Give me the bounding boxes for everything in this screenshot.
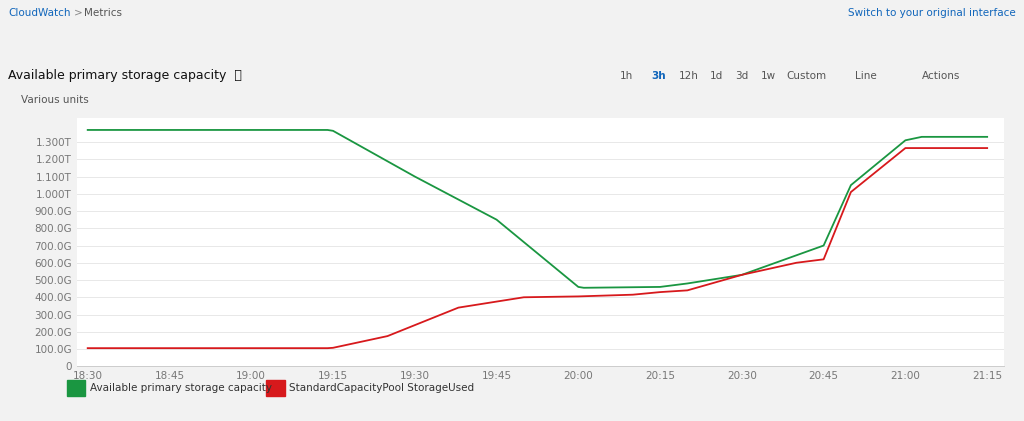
Text: 3d: 3d	[735, 71, 749, 81]
Text: Switch to your original interface: Switch to your original interface	[848, 8, 1016, 18]
Bar	[266, 380, 285, 397]
Text: 12h: 12h	[679, 71, 698, 81]
Text: CloudWatch: CloudWatch	[8, 8, 71, 18]
Text: 1w: 1w	[761, 71, 776, 81]
Bar	[67, 380, 85, 397]
Text: Metrics: Metrics	[84, 8, 122, 18]
Text: Line: Line	[855, 71, 877, 81]
Text: Custom: Custom	[786, 71, 826, 81]
Text: >: >	[74, 8, 83, 18]
Text: StandardCapacityPool StorageUsed: StandardCapacityPool StorageUsed	[289, 383, 474, 393]
Text: 1h: 1h	[620, 71, 633, 81]
Text: Various units: Various units	[22, 96, 89, 105]
Text: 1d: 1d	[710, 71, 723, 81]
Text: Actions: Actions	[922, 71, 959, 81]
Text: 3h: 3h	[651, 71, 666, 81]
Text: Available primary storage capacity: Available primary storage capacity	[90, 383, 272, 393]
Text: Available primary storage capacity  ⎘: Available primary storage capacity ⎘	[8, 69, 242, 82]
